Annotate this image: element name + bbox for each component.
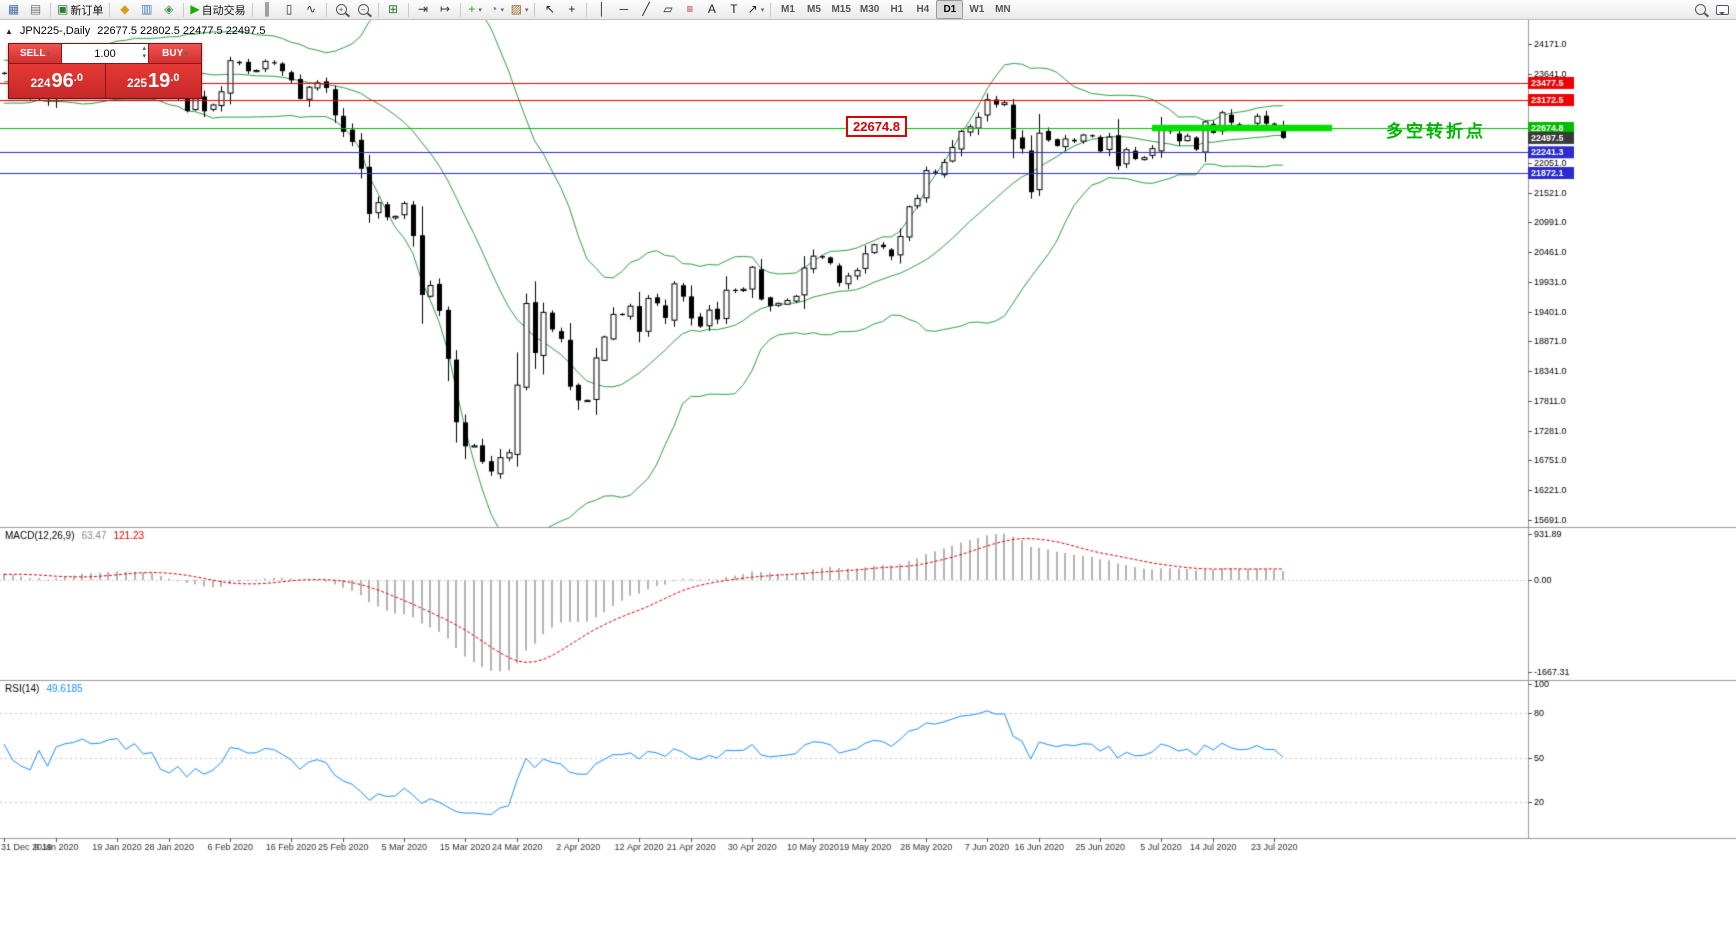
label-icon[interactable]: T bbox=[730, 2, 738, 16]
search-icon[interactable] bbox=[1690, 1, 1711, 18]
volume-value: 1.00 bbox=[94, 47, 116, 60]
chart-symbol-title: ▲ JPN225-,Daily 22677.5 22802.5 22477.5 … bbox=[5, 25, 265, 37]
zoom-out-icon[interactable]: − bbox=[353, 1, 374, 18]
one-click-collapse-icon[interactable]: ▲ bbox=[5, 26, 13, 36]
zoom-in-icon[interactable]: + bbox=[331, 1, 352, 18]
timeframe-mn[interactable]: MN bbox=[995, 4, 1011, 15]
toolbar-separator bbox=[407, 2, 409, 17]
chart-profiles-icon[interactable]: ▤ bbox=[29, 2, 42, 16]
algo-trading-button[interactable]: ▶ 自动交易 bbox=[190, 2, 246, 17]
chart-window: ▲ JPN225-,Daily 22677.5 22802.5 22477.5 … bbox=[0, 20, 1736, 945]
timeframe-m30[interactable]: M30 bbox=[859, 4, 880, 15]
toolbar-separator bbox=[459, 2, 461, 17]
buy-button-label: BUY bbox=[162, 48, 184, 59]
turning-point-text[interactable]: 多空转折点 bbox=[1386, 122, 1486, 141]
new-chart-icon[interactable]: ▦ bbox=[7, 2, 20, 16]
crosshair-icon[interactable]: + bbox=[568, 2, 576, 16]
strategy-tester-icon[interactable]: ◆ bbox=[120, 2, 130, 16]
buy-options-caret-icon[interactable]: ▾ bbox=[184, 50, 188, 58]
horizontal-line-icon[interactable]: ─ bbox=[619, 2, 629, 16]
toolbar-separator bbox=[377, 2, 379, 17]
new-order-button[interactable]: ▣ 新订单 bbox=[57, 2, 104, 17]
toolbar-separator bbox=[770, 2, 772, 17]
cursor-icon[interactable]: ↖ bbox=[544, 2, 555, 16]
timeframe-w1[interactable]: W1 bbox=[969, 4, 985, 15]
terminal-icon[interactable]: ▥ bbox=[141, 2, 153, 16]
chart-shift-icon[interactable]: ↦ bbox=[440, 2, 451, 16]
sell-button[interactable]: SELL ▾ bbox=[9, 44, 62, 63]
volume-up-button[interactable]: ▴ bbox=[142, 45, 146, 52]
metaeditor-icon[interactable]: ◈ bbox=[164, 2, 174, 16]
text-icon[interactable]: A bbox=[707, 2, 716, 16]
sell-options-caret-icon[interactable]: ▾ bbox=[46, 50, 51, 58]
sell-price-button[interactable]: 224 96.0 bbox=[9, 64, 106, 98]
timeframe-d1[interactable]: D1 bbox=[936, 0, 964, 19]
toolbar-separator bbox=[251, 2, 253, 17]
sell-button-label: SELL bbox=[19, 48, 46, 59]
timeframe-m5[interactable]: M5 bbox=[806, 4, 821, 15]
one-click-trading-panel: SELL ▾ 1.00 ▴ ▾ BUY ▾ 224 96.0 225 19.0 bbox=[8, 43, 202, 99]
fibonacci-icon[interactable]: ≡ bbox=[686, 2, 694, 16]
timeframe-h4[interactable]: H4 bbox=[916, 4, 930, 15]
toolbar-separator bbox=[534, 2, 536, 17]
period-selector-icon[interactable]: ◔ ▾ bbox=[490, 2, 504, 16]
trendline-icon[interactable]: ╱ bbox=[642, 2, 650, 16]
vertical-line-icon[interactable]: │ bbox=[598, 2, 606, 16]
equidistant-channel-icon[interactable]: ▱ bbox=[663, 2, 673, 16]
toolbar-separator bbox=[109, 2, 111, 17]
timeframe-m1[interactable]: M1 bbox=[780, 4, 795, 15]
buy-button[interactable]: BUY ▾ bbox=[148, 44, 201, 63]
toolbar-separator bbox=[183, 2, 185, 17]
toolbar-separator bbox=[50, 2, 51, 17]
ohlc-readout: 22677.5 22802.5 22477.5 22497.5 bbox=[97, 25, 266, 37]
volume-input[interactable]: 1.00 ▴ ▾ bbox=[62, 44, 148, 63]
toolbar-separator bbox=[586, 2, 588, 17]
add-indicator-icon[interactable]: + ▾ bbox=[468, 2, 482, 16]
candlestick-chart-icon[interactable]: ▯ bbox=[285, 2, 293, 16]
bar-chart-icon[interactable]: ║ bbox=[262, 2, 272, 16]
chat-icon[interactable] bbox=[1712, 1, 1733, 18]
tile-windows-icon[interactable]: ⊞ bbox=[388, 2, 399, 16]
toolbar-separator bbox=[325, 2, 327, 17]
timeframe-m15[interactable]: M15 bbox=[831, 4, 851, 15]
price-annotation-label[interactable]: 22674.8 bbox=[846, 116, 907, 137]
line-chart-icon[interactable]: ∿ bbox=[306, 2, 317, 16]
top-toolbar: ▦ ▤ ▣ 新订单 ◆ ▥ ◈ ▶ 自动交易 ║ ▯ ∿ + − ⊞ ⇥ ↦ + ▾ ◔ ▾ ▨ ▾ ↖ + │ ─ ╱ ▱ ≡ A T ↗ ▾ M… bbox=[0, 0, 1736, 20]
chart-canvas[interactable] bbox=[0, 20, 1736, 945]
shapes-icon[interactable]: ↗ ▾ bbox=[747, 2, 765, 16]
timeframe-h1[interactable]: H1 bbox=[890, 4, 904, 15]
buy-price-button[interactable]: 225 19.0 bbox=[105, 64, 201, 98]
auto-scroll-icon[interactable]: ⇥ bbox=[418, 2, 429, 16]
volume-down-button[interactable]: ▾ bbox=[142, 53, 146, 60]
symbol-period-label: JPN225-,Daily bbox=[19, 25, 91, 37]
templates-icon[interactable]: ▨ ▾ bbox=[510, 2, 529, 16]
